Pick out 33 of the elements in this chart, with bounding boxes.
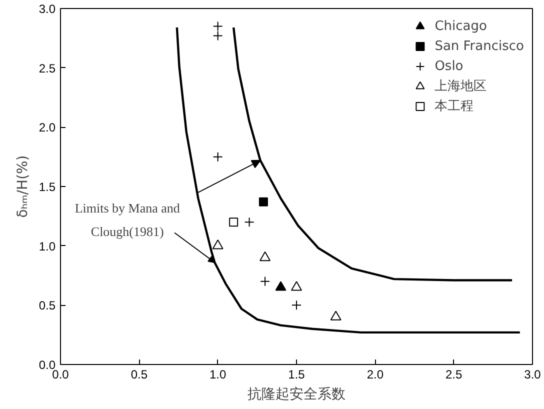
y-tick-label: 2.5: [38, 61, 56, 76]
point: [244, 217, 254, 228]
point: [260, 276, 270, 286]
x-tick-label: 3.0: [524, 368, 542, 382]
legend-label: 上海地区: [434, 78, 487, 95]
x-tick-label: 1.5: [288, 368, 306, 382]
x-tick-label: 1.0: [209, 368, 226, 382]
point: [258, 197, 268, 206]
x-axis-title: 抗隆起安全系数: [248, 386, 346, 402]
point: [292, 300, 302, 310]
point: [275, 281, 286, 291]
point: [212, 30, 223, 41]
y-axis-title: δₕₘ/H(%): [14, 155, 31, 218]
point: [212, 240, 224, 250]
point: [212, 21, 223, 32]
x-tick-label: 2.0: [366, 368, 384, 382]
annotation: Limits by Mana and Clough(1981): [74, 200, 180, 240]
point: [260, 251, 271, 262]
y-tick-label: 1.5: [38, 180, 56, 194]
legend-label: Chicago: [434, 18, 487, 34]
point: [291, 281, 302, 291]
legend-label: Oslo: [434, 58, 464, 74]
point: [330, 310, 342, 320]
legend-label: San Francisco: [434, 38, 524, 54]
x-tick-label: 2.5: [445, 368, 462, 382]
x-tick-label: 0.5: [130, 368, 148, 382]
y-tick-label: 3.0: [38, 2, 56, 16]
y-tick-label: 2.0: [38, 120, 56, 135]
y-tick-label: 1.0: [38, 239, 56, 254]
point: [212, 152, 223, 162]
y-tick-label: 0.5: [38, 298, 56, 313]
point: [229, 218, 238, 227]
legend-label: 本工程: [434, 98, 474, 115]
